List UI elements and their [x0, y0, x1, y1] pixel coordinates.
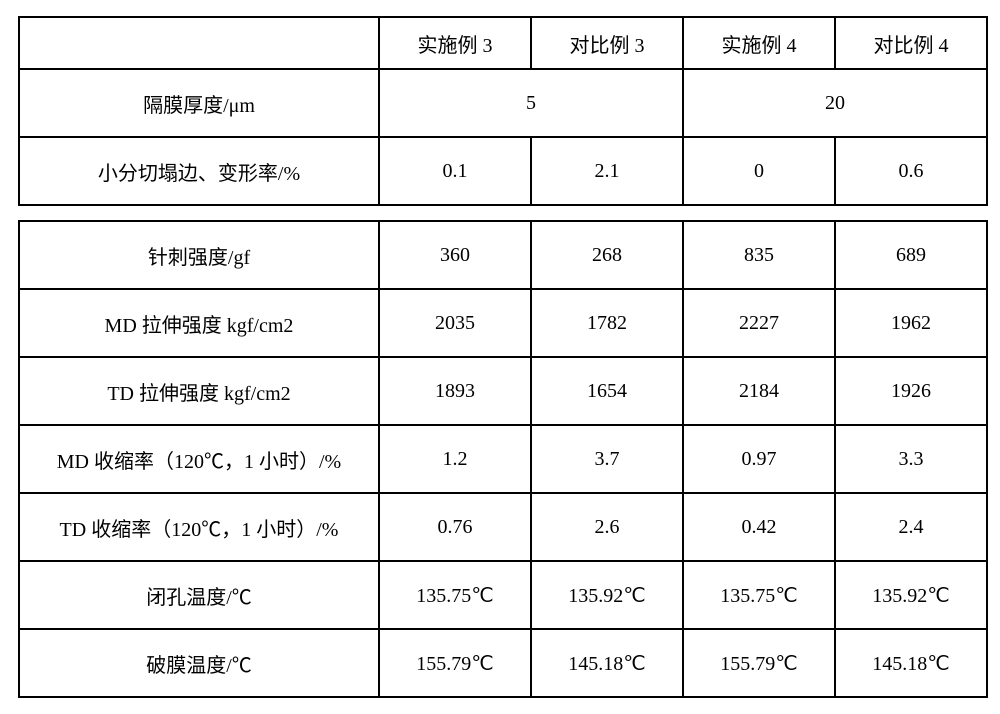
table-cell: 0 — [683, 137, 835, 205]
table-cell: 155.79℃ — [683, 629, 835, 697]
table-row: 隔膜厚度/μm 5 20 — [19, 69, 987, 137]
top-table: 实施例 3 对比例 3 实施例 4 对比例 4 隔膜厚度/μm 5 20 小分切… — [18, 16, 988, 206]
row-label: TD 拉伸强度 kgf/cm2 — [19, 357, 379, 425]
table-cell: 145.18℃ — [835, 629, 987, 697]
table-cell: 1962 — [835, 289, 987, 357]
column-header: 实施例 3 — [379, 17, 531, 69]
table-cell: 360 — [379, 221, 531, 289]
table-row: TD 收缩率（120℃，1 小时）/% 0.76 2.6 0.42 2.4 — [19, 493, 987, 561]
row-label: 破膜温度/℃ — [19, 629, 379, 697]
table-cell: 2.6 — [531, 493, 683, 561]
table-gap — [18, 206, 982, 220]
table-cell: 2227 — [683, 289, 835, 357]
table-cell: 835 — [683, 221, 835, 289]
table-row: 破膜温度/℃ 155.79℃ 145.18℃ 155.79℃ 145.18℃ — [19, 629, 987, 697]
table-cell: 3.7 — [531, 425, 683, 493]
table-cell: 0.42 — [683, 493, 835, 561]
table-cell: 0.6 — [835, 137, 987, 205]
row-label: MD 收缩率（120℃，1 小时）/% — [19, 425, 379, 493]
table-cell: 145.18℃ — [531, 629, 683, 697]
table-row: TD 拉伸强度 kgf/cm2 1893 1654 2184 1926 — [19, 357, 987, 425]
table-cell: 1926 — [835, 357, 987, 425]
column-header: 实施例 4 — [683, 17, 835, 69]
table-cell: 0.1 — [379, 137, 531, 205]
table-cell: 155.79℃ — [379, 629, 531, 697]
table-header-row: 实施例 3 对比例 3 实施例 4 对比例 4 — [19, 17, 987, 69]
table-cell: 1893 — [379, 357, 531, 425]
table-cell-merged: 5 — [379, 69, 683, 137]
bottom-table: 针刺强度/gf 360 268 835 689 MD 拉伸强度 kgf/cm2 … — [18, 220, 988, 698]
table-cell: 135.92℃ — [835, 561, 987, 629]
column-header: 对比例 3 — [531, 17, 683, 69]
table-cell: 2.4 — [835, 493, 987, 561]
row-label: MD 拉伸强度 kgf/cm2 — [19, 289, 379, 357]
table-cell: 2.1 — [531, 137, 683, 205]
table-cell: 0.76 — [379, 493, 531, 561]
row-label: 闭孔温度/℃ — [19, 561, 379, 629]
table-cell: 2035 — [379, 289, 531, 357]
table-cell: 1782 — [531, 289, 683, 357]
row-label: 小分切塌边、变形率/% — [19, 137, 379, 205]
header-blank — [19, 17, 379, 69]
table-cell: 268 — [531, 221, 683, 289]
table-cell: 135.75℃ — [683, 561, 835, 629]
column-header: 对比例 4 — [835, 17, 987, 69]
table-cell: 1654 — [531, 357, 683, 425]
row-label: 针刺强度/gf — [19, 221, 379, 289]
table-cell: 689 — [835, 221, 987, 289]
table-cell: 135.92℃ — [531, 561, 683, 629]
table-cell: 135.75℃ — [379, 561, 531, 629]
row-label: TD 收缩率（120℃，1 小时）/% — [19, 493, 379, 561]
table-cell: 1.2 — [379, 425, 531, 493]
table-cell: 2184 — [683, 357, 835, 425]
table-row: MD 拉伸强度 kgf/cm2 2035 1782 2227 1962 — [19, 289, 987, 357]
table-row: 针刺强度/gf 360 268 835 689 — [19, 221, 987, 289]
row-label: 隔膜厚度/μm — [19, 69, 379, 137]
table-row: 小分切塌边、变形率/% 0.1 2.1 0 0.6 — [19, 137, 987, 205]
table-cell: 0.97 — [683, 425, 835, 493]
table-cell-merged: 20 — [683, 69, 987, 137]
table-cell: 3.3 — [835, 425, 987, 493]
table-row: 闭孔温度/℃ 135.75℃ 135.92℃ 135.75℃ 135.92℃ — [19, 561, 987, 629]
table-row: MD 收缩率（120℃，1 小时）/% 1.2 3.7 0.97 3.3 — [19, 425, 987, 493]
